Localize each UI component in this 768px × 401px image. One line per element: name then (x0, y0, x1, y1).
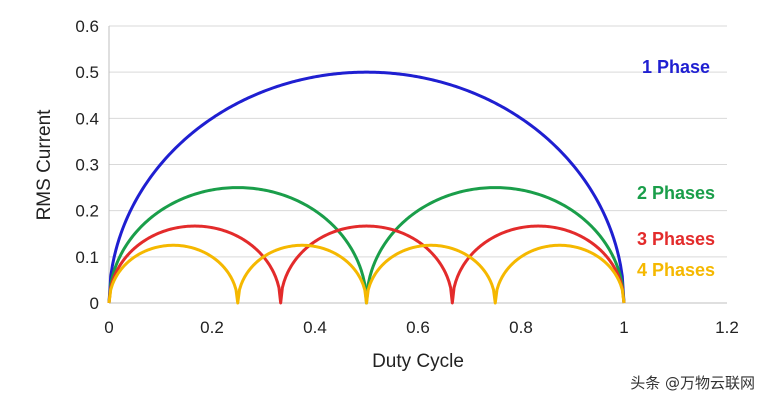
series-label-1-phase: 1 Phase (642, 57, 710, 77)
series-lines (107, 70, 626, 305)
x-tick-labels: 0 0.2 0.4 0.6 0.8 1 1.2 (104, 318, 739, 337)
gridlines (109, 25, 727, 258)
x-tick-label: 0.6 (406, 318, 430, 337)
series-line-4-phases (107, 243, 626, 305)
x-axis-title: Duty Cycle (372, 351, 464, 372)
y-tick-label: 0.6 (75, 17, 99, 36)
series-label-3-phases: 3 Phases (637, 229, 715, 249)
series-line-1-phase (107, 70, 626, 304)
y-tick-label: 0.3 (75, 156, 99, 175)
y-tick-label: 0.4 (75, 109, 99, 128)
x-tick-label: 1.2 (715, 318, 739, 337)
y-tick-labels: 0 0.1 0.2 0.3 0.4 0.5 0.6 (75, 17, 99, 313)
y-tick-label: 0.5 (75, 63, 99, 82)
series-label-4-phases: 4 Phases (637, 260, 715, 280)
x-tick-label: 0 (104, 318, 113, 337)
x-tick-label: 0.2 (200, 318, 224, 337)
y-axis-title: RMS Current (34, 109, 55, 221)
x-tick-label: 0.8 (509, 318, 533, 337)
series-label-2-phases: 2 Phases (637, 183, 715, 203)
y-tick-label: 0.2 (75, 202, 99, 221)
y-tick-label: 0 (90, 294, 99, 313)
y-tick-label: 0.1 (75, 248, 99, 267)
series-line-3-phases (107, 224, 626, 305)
x-tick-label: 0.4 (303, 318, 327, 337)
x-tick-label: 1 (619, 318, 628, 337)
series-labels: 1 Phase 2 Phases 3 Phases 4 Phases (637, 57, 715, 280)
watermark-text: 头条 @万物云联网 (630, 374, 755, 392)
